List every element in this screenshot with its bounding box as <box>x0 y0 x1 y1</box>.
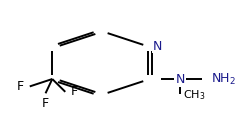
Text: N: N <box>153 40 162 53</box>
Text: NH$_2$: NH$_2$ <box>210 71 235 87</box>
Text: F: F <box>17 80 24 93</box>
Text: F: F <box>71 85 78 98</box>
Text: N: N <box>175 73 185 86</box>
Text: F: F <box>42 97 49 110</box>
Text: CH$_3$: CH$_3$ <box>183 88 205 102</box>
